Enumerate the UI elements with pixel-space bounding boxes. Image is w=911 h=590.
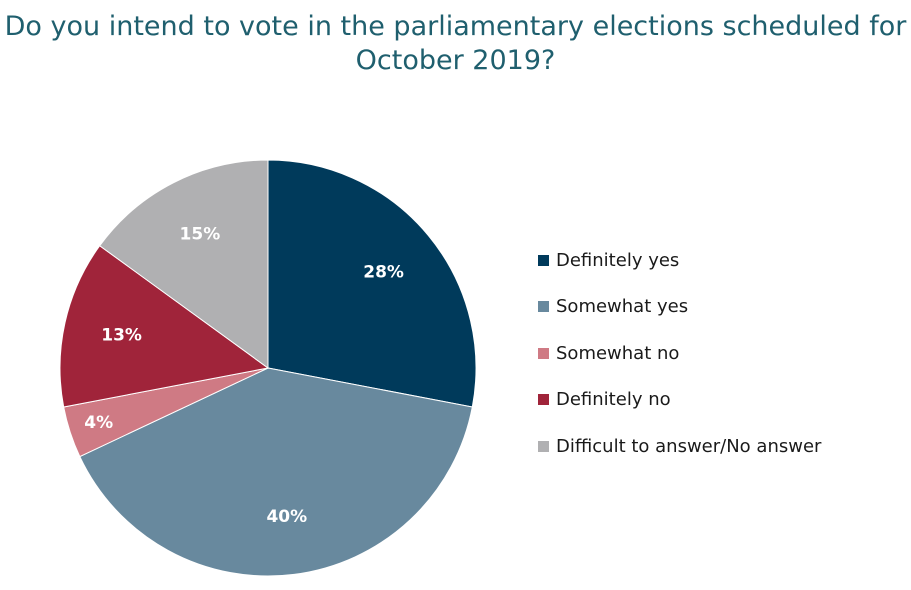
slice-label-somewhat-yes: 40% bbox=[266, 507, 307, 527]
legend-label-somewhat-no: Somewhat no bbox=[556, 342, 680, 364]
slice-label-somewhat-no: 4% bbox=[84, 413, 113, 433]
legend-swatch-somewhat-yes bbox=[538, 301, 549, 313]
legend-label-definitely-yes: Definitely yes bbox=[556, 249, 680, 271]
pie-labels: 28% 40% 4% 13% 15% bbox=[84, 224, 404, 527]
legend-swatch-difficult-to-answer-no-answer bbox=[538, 440, 549, 452]
chart-title: Do you intend to vote in the parliamenta… bbox=[0, 10, 911, 78]
legend-item-somewhat-yes: Somewhat yes bbox=[538, 284, 821, 331]
legend-item-definitely-yes: Definitely yes bbox=[538, 237, 821, 284]
legend-swatch-definitely-no bbox=[538, 394, 549, 406]
pie-slices bbox=[59, 159, 477, 577]
legend-swatch-somewhat-no bbox=[538, 347, 549, 359]
legend: Definitely yes Somewhat yes Somewhat no Def… bbox=[538, 237, 821, 470]
legend-swatch-definitely-yes bbox=[538, 254, 549, 266]
legend-label-difficult-to-answer-no-answer: Difficult to answer/No answer bbox=[556, 435, 822, 457]
legend-label-definitely-no: Definitely no bbox=[556, 389, 671, 411]
chart-title-line-2: October 2019? bbox=[355, 45, 556, 76]
slice-label-definitely-yes: 28% bbox=[363, 262, 404, 282]
pie-slice-definitely-no bbox=[59, 245, 270, 408]
pie-slice-definitely-yes bbox=[267, 159, 477, 408]
slice-label-difficult-to-answer-no-answer: 15% bbox=[180, 224, 221, 244]
legend-label-somewhat-yes: Somewhat yes bbox=[556, 296, 689, 318]
legend-item-difficult-to-answer-no-answer: Difficult to answer/No answer bbox=[538, 423, 821, 470]
pie-slice-somewhat-yes bbox=[79, 367, 473, 577]
chart-title-line-1: Do you intend to vote in the parliamenta… bbox=[4, 11, 907, 42]
legend-item-somewhat-no: Somewhat no bbox=[538, 330, 821, 377]
slice-label-definitely-no: 13% bbox=[101, 325, 142, 345]
legend-item-definitely-no: Definitely no bbox=[538, 377, 821, 424]
pie-slice-difficult-to-answer-no-answer bbox=[99, 159, 269, 369]
